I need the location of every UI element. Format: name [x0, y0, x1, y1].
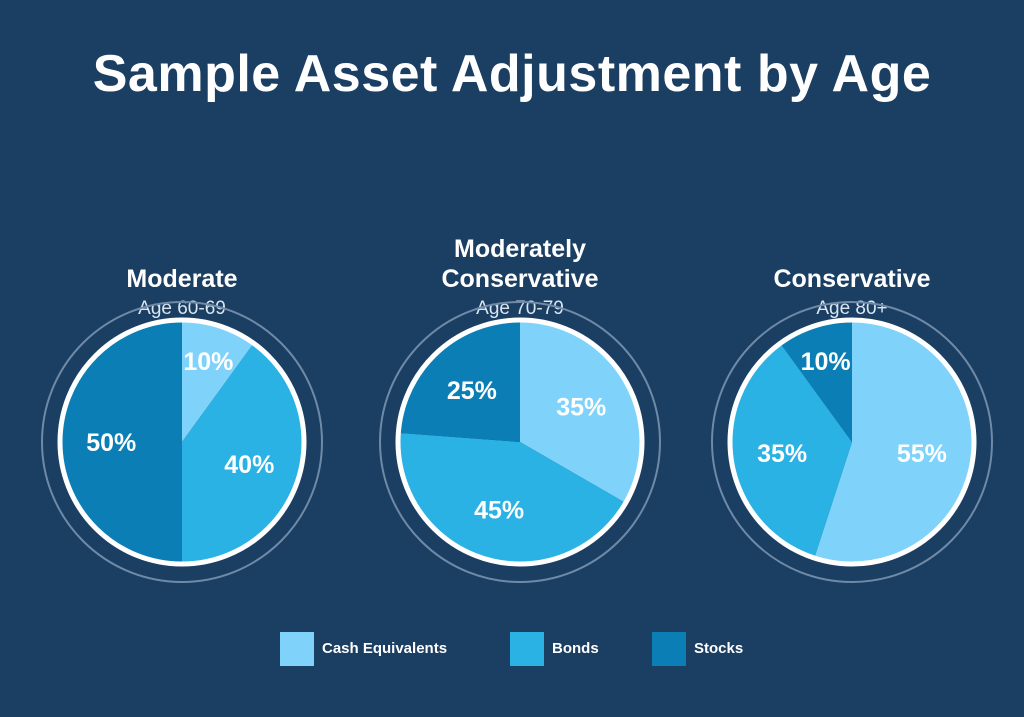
legend-swatch [652, 632, 686, 666]
pie-slice-cash-equivalents [814, 320, 974, 564]
pie-slice-label: 10% [801, 348, 851, 376]
pie-chart-moderate: Moderate Age 60-69 10% 40% 50% [32, 160, 332, 583]
pie-slice-label: 55% [897, 440, 947, 468]
pie-outer-ring [711, 301, 993, 583]
pie-slice-label: 10% [183, 348, 233, 376]
pie-slice-label: 35% [757, 440, 807, 468]
pie-slice-stocks [780, 320, 852, 442]
pie-slice-label: 35% [556, 394, 606, 422]
pie-slice-label: 50% [86, 429, 136, 457]
pie-slice-cash-equivalents [182, 320, 254, 442]
pie-outer-ring [41, 301, 323, 583]
pie-slice-bonds [182, 343, 304, 564]
legend-swatch [280, 632, 314, 666]
pie-slice-bonds [730, 343, 852, 559]
legend: Cash Equivalents Bonds Stocks [0, 632, 1024, 666]
pie-title: Moderately Conservative [441, 235, 599, 293]
legend-label: Stocks [694, 640, 744, 657]
pie-border [727, 317, 977, 567]
pie-slice-bonds [398, 432, 626, 564]
pie-slice-label: 40% [224, 451, 274, 479]
pie-border [57, 317, 307, 567]
pie-svg: 10% 40% 50% [41, 301, 323, 583]
pie-chart-conservative: Conservative Age 80+ 55% 35% 10% [702, 160, 1002, 583]
pie-svg: 55% 35% 10% [711, 301, 993, 583]
pie-border [395, 317, 645, 567]
legend-label: Cash Equivalents [322, 640, 448, 657]
pie-chart-moderately-conservative: Moderately Conservative Age 70-79 35% 45%… [370, 160, 670, 583]
pie-slice-stocks [398, 320, 520, 442]
legend-swatch [510, 632, 544, 666]
pie-slice-label: 45% [474, 497, 524, 525]
legend-label: Bonds [552, 640, 599, 657]
pie-slice-stocks [60, 320, 182, 564]
pie-outer-ring [379, 301, 661, 583]
pie-slice-label: 25% [447, 377, 497, 405]
pie-title: Moderate [126, 265, 238, 293]
pie-slice-cash-equivalents [520, 320, 642, 503]
chart-title: Sample Asset Adjustment by Age [92, 45, 932, 103]
pie-svg: 35% 45% 25% [379, 301, 661, 583]
pie-title: Conservative [773, 265, 931, 293]
